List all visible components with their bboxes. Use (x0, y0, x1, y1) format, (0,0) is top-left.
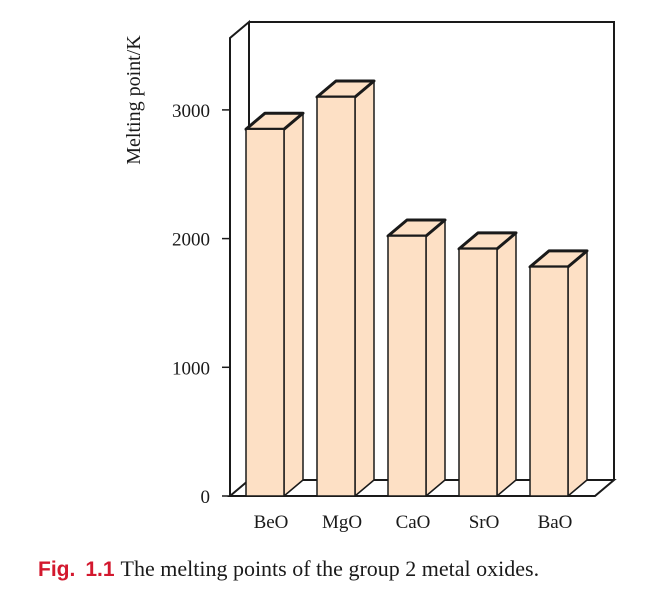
bar-CaO (386, 218, 447, 497)
bar-front (245, 128, 285, 497)
x-tick-label: BaO (538, 512, 573, 533)
y-tick-label: 2000 (172, 230, 210, 251)
caption-text: The melting points of the group 2 metal … (120, 556, 540, 581)
y-axis-label: Melting point/K (123, 35, 145, 165)
x-tick-label: SrO (469, 512, 500, 533)
bar-front (316, 96, 356, 497)
y-tick-label: 1000 (172, 358, 210, 379)
y-axis: 0 1000 2000 3000 (172, 101, 230, 508)
x-tick-label: MgO (322, 512, 362, 533)
y-tick-label: 3000 (172, 101, 210, 122)
bars (244, 79, 589, 497)
bar-side (567, 250, 588, 497)
bar-front (387, 235, 427, 497)
bar-BeO (244, 111, 305, 497)
y-tick-label: 0 (201, 487, 211, 508)
x-tick-label: CaO (396, 512, 431, 533)
bar-side (354, 80, 375, 497)
bar-SrO (457, 231, 518, 497)
back-wall (249, 21, 615, 480)
bar-MgO (315, 79, 376, 497)
figure-caption: Fig. 1.1 The melting points of the group 2… (38, 556, 539, 582)
x-tick-label: BeO (254, 512, 289, 533)
bar-side (283, 112, 304, 497)
bar-front (529, 266, 569, 497)
caption-fig-number: 1.1 (85, 558, 115, 581)
bar-side (425, 219, 446, 497)
bar-BaO (528, 249, 589, 497)
caption-fig-label: Fig. (38, 558, 76, 581)
x-axis-labels: BeO MgO CaO SrO BaO (254, 512, 573, 533)
bar-front (458, 248, 498, 497)
bar-side (496, 232, 517, 497)
